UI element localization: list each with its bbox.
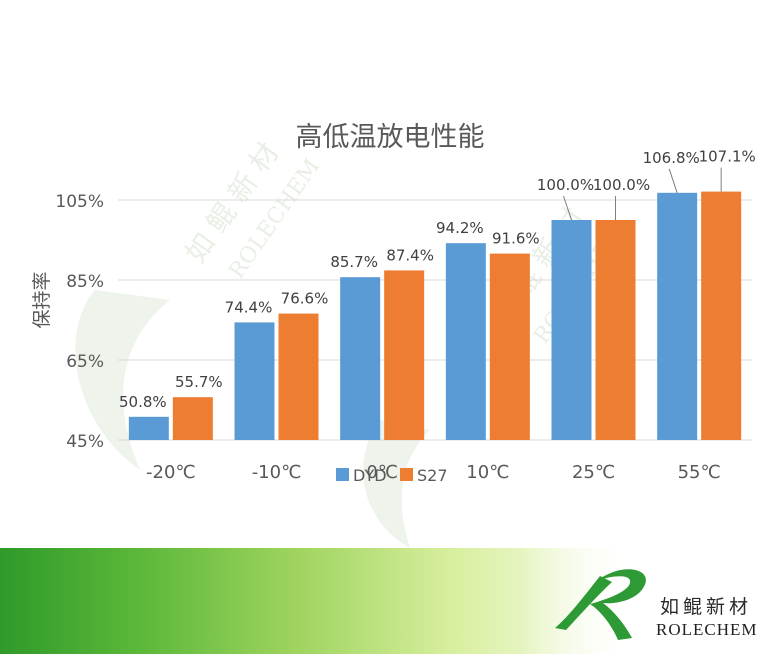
data-label-dyd-4: 100.0% [537, 176, 594, 194]
legend-label-dyd: DYD [353, 466, 387, 485]
y-axis-label: 保持率 [31, 271, 53, 328]
y-tick-label: 45% [66, 432, 104, 452]
data-label-s27-5: 107.1% [699, 148, 756, 166]
watermark-logo-swoosh-2 [363, 420, 430, 548]
data-label-dyd-2: 85.7% [330, 253, 378, 271]
legend-swatch-dyd [336, 468, 349, 481]
bar-dyd-2 [340, 277, 381, 440]
gridlines [118, 199, 752, 441]
y-axis-ticks: 45% 65% 85% 105% [55, 192, 104, 452]
bar-dyd-0 [128, 416, 169, 440]
rolechem-logo-icon [555, 569, 646, 640]
y-tick-label: 105% [55, 192, 104, 212]
data-label-dyd-0: 50.8% [119, 393, 167, 411]
chart-title: 高低温放电性能 [296, 122, 485, 153]
label-leader-line [563, 195, 572, 221]
data-label-dyd-1: 74.4% [225, 298, 273, 316]
bars [128, 191, 742, 440]
data-label-s27-3: 91.6% [492, 230, 540, 248]
y-tick-label: 65% [66, 352, 104, 372]
footer-fade [520, 548, 781, 654]
x-tick-label: 25℃ [572, 462, 615, 483]
bar-dyd-3 [445, 243, 486, 440]
x-axis-ticks: -20℃ -10℃ 0℃ 10℃ 25℃ 55℃ [146, 462, 721, 483]
bar-s27-3 [489, 253, 530, 440]
data-labels: 50.8% 55.7% 74.4% 76.6% 85.7% 87.4%94.2% 91.6%… [119, 148, 756, 411]
data-label-dyd-3: 94.2% [436, 219, 484, 237]
bar-s27-5 [701, 191, 742, 440]
y-tick-label: 85% [66, 272, 104, 292]
bar-dyd-5 [657, 192, 698, 440]
x-tick-label: 55℃ [678, 462, 721, 483]
bar-s27-0 [172, 397, 213, 440]
bar-dyd-1 [234, 322, 275, 440]
logo-en-text: ROLECHEM [656, 620, 758, 639]
x-tick-label: -20℃ [146, 462, 196, 483]
data-label-s27-0: 55.7% [175, 373, 223, 391]
bar-s27-4 [595, 220, 636, 440]
bar-dyd-4 [551, 220, 592, 440]
bar-s27-1 [278, 313, 319, 440]
legend-label-s27: S27 [417, 466, 448, 485]
data-label-s27-2: 87.4% [386, 246, 434, 264]
label-leader-line [668, 168, 678, 193]
data-label-s27-4: 100.0% [593, 176, 650, 194]
bar-s27-2 [384, 270, 425, 440]
legend-swatch-s27 [400, 468, 413, 481]
data-label-s27-1: 76.6% [281, 290, 329, 308]
watermark-cn-text: 如 鲲 新 材 [179, 136, 286, 269]
watermark-logo-swoosh [75, 290, 170, 470]
x-tick-label: -10℃ [252, 462, 302, 483]
data-label-dyd-5: 106.8% [643, 149, 700, 167]
x-tick-label: 10℃ [466, 462, 509, 483]
legend: DYD S27 [336, 466, 448, 485]
logo-cn-text: 如鲲新材 [660, 596, 753, 618]
x-tick-label: 0℃ [366, 462, 398, 483]
